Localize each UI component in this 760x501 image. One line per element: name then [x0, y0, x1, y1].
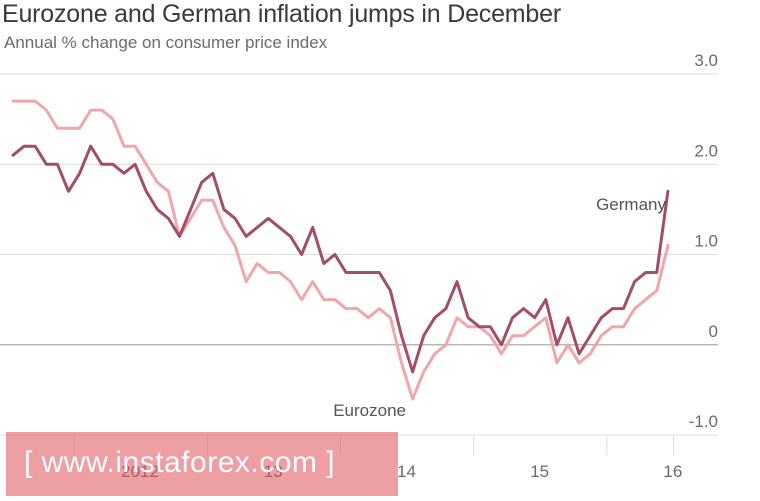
- y-tick-label: 2.0: [694, 141, 718, 160]
- germany-series-line: [11, 144, 670, 374]
- y-tick-label: 3.0: [694, 51, 718, 70]
- x-tick-label: 16: [663, 462, 682, 481]
- eurozone-series-line: [11, 99, 670, 401]
- y-tick-label: 0: [709, 322, 718, 341]
- gridlines: 3.0 2.0 1.0 0 -1.0: [0, 51, 718, 436]
- watermark-banner: [ www.instaforex.com ]: [6, 432, 398, 496]
- labels: Germany Eurozone: [333, 195, 666, 420]
- chart-title: Eurozone and German inflation jumps in D…: [2, 0, 561, 28]
- x-tick-label: 15: [530, 462, 549, 481]
- x-tick-label: 14: [397, 462, 416, 481]
- chart-subtitle: Annual % change on consumer price index: [4, 33, 328, 52]
- series-lines: [11, 99, 670, 401]
- watermark-text: [ www.instaforex.com ]: [24, 446, 336, 479]
- eurozone-series-label: Eurozone: [333, 401, 406, 420]
- y-tick-label: 1.0: [694, 232, 718, 251]
- y-tick-label: -1.0: [689, 412, 718, 431]
- germany-series-label: Germany: [596, 195, 666, 214]
